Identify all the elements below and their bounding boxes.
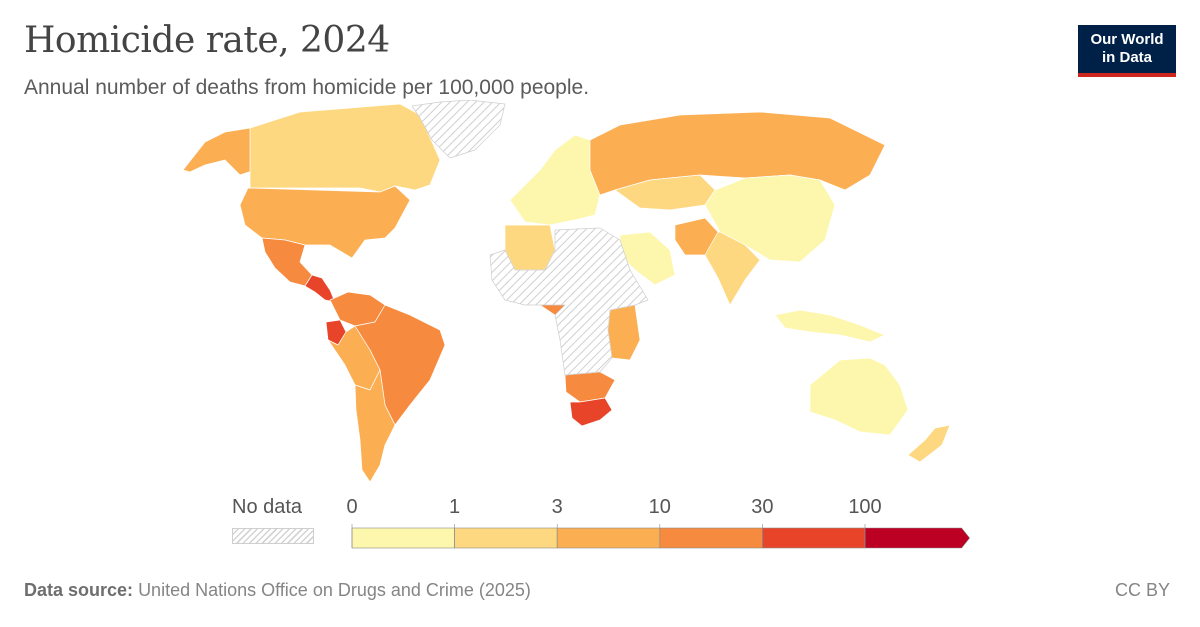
legend-bin-4[interactable] bbox=[762, 527, 866, 549]
region-central-america[interactable]: Central America bbox=[304, 274, 336, 303]
license[interactable]: CC BY bbox=[1114, 580, 1170, 600]
legend-bin-3[interactable] bbox=[659, 527, 763, 549]
legend-tick-label: 0 bbox=[346, 496, 358, 518]
legend-bin-0[interactable] bbox=[351, 527, 455, 549]
world-map[interactable]: Alaska Canada Greenland United States Me… bbox=[0, 100, 1200, 490]
region-sahara-central-africa[interactable]: Sahara & Central Africa bbox=[489, 227, 649, 376]
region-peru-bolivia[interactable]: Peru & Bolivia bbox=[327, 325, 381, 391]
legend-tick-label: 1 bbox=[449, 496, 461, 518]
data-source: Data source: United Nations Office on Dr… bbox=[24, 580, 531, 601]
legend-bin-2[interactable] bbox=[556, 527, 661, 549]
region-afghanistan-pakistan[interactable]: Afghanistan & Pakistan bbox=[674, 217, 719, 256]
logo-line-1: Our World bbox=[1090, 31, 1164, 48]
chart-title: Homicide rate, 2024 bbox=[24, 20, 390, 61]
no-data-label: No data bbox=[232, 496, 303, 518]
source-label: Data source: bbox=[24, 580, 134, 600]
no-data-swatch bbox=[232, 528, 314, 544]
legend-bin-1[interactable] bbox=[454, 527, 558, 549]
region-south-africa[interactable]: South Africa bbox=[569, 397, 613, 427]
legend-tick-label: 100 bbox=[848, 496, 882, 518]
legend-tick-label: 3 bbox=[551, 496, 563, 518]
region-united-states[interactable]: United States bbox=[239, 185, 411, 259]
legend-tick-label: 10 bbox=[648, 496, 671, 518]
region-indonesia[interactable]: Indonesia bbox=[774, 309, 886, 343]
legend-tick-label: 30 bbox=[751, 496, 774, 518]
region-india[interactable]: India bbox=[704, 231, 761, 306]
legend-bin-5[interactable] bbox=[864, 527, 970, 549]
region-canada[interactable]: Canada bbox=[249, 103, 441, 193]
chart-subtitle: Annual number of deaths from homicide pe… bbox=[24, 76, 590, 99]
legend-no-data[interactable]: No data bbox=[232, 496, 314, 544]
region-argentina-chile[interactable]: Argentina & Chile bbox=[354, 369, 396, 483]
logo-line-2: in Data bbox=[1101, 49, 1152, 66]
region-greenland[interactable]: Greenland bbox=[411, 100, 506, 159]
source-text[interactable]: United Nations Office on Drugs and Crime… bbox=[138, 580, 531, 600]
region-australia[interactable]: Australia bbox=[809, 357, 909, 436]
owid-logo[interactable]: Our World in Data bbox=[1078, 25, 1176, 77]
region-alaska[interactable]: Alaska bbox=[182, 127, 256, 176]
region-new-zealand[interactable]: New Zealand bbox=[907, 424, 951, 463]
